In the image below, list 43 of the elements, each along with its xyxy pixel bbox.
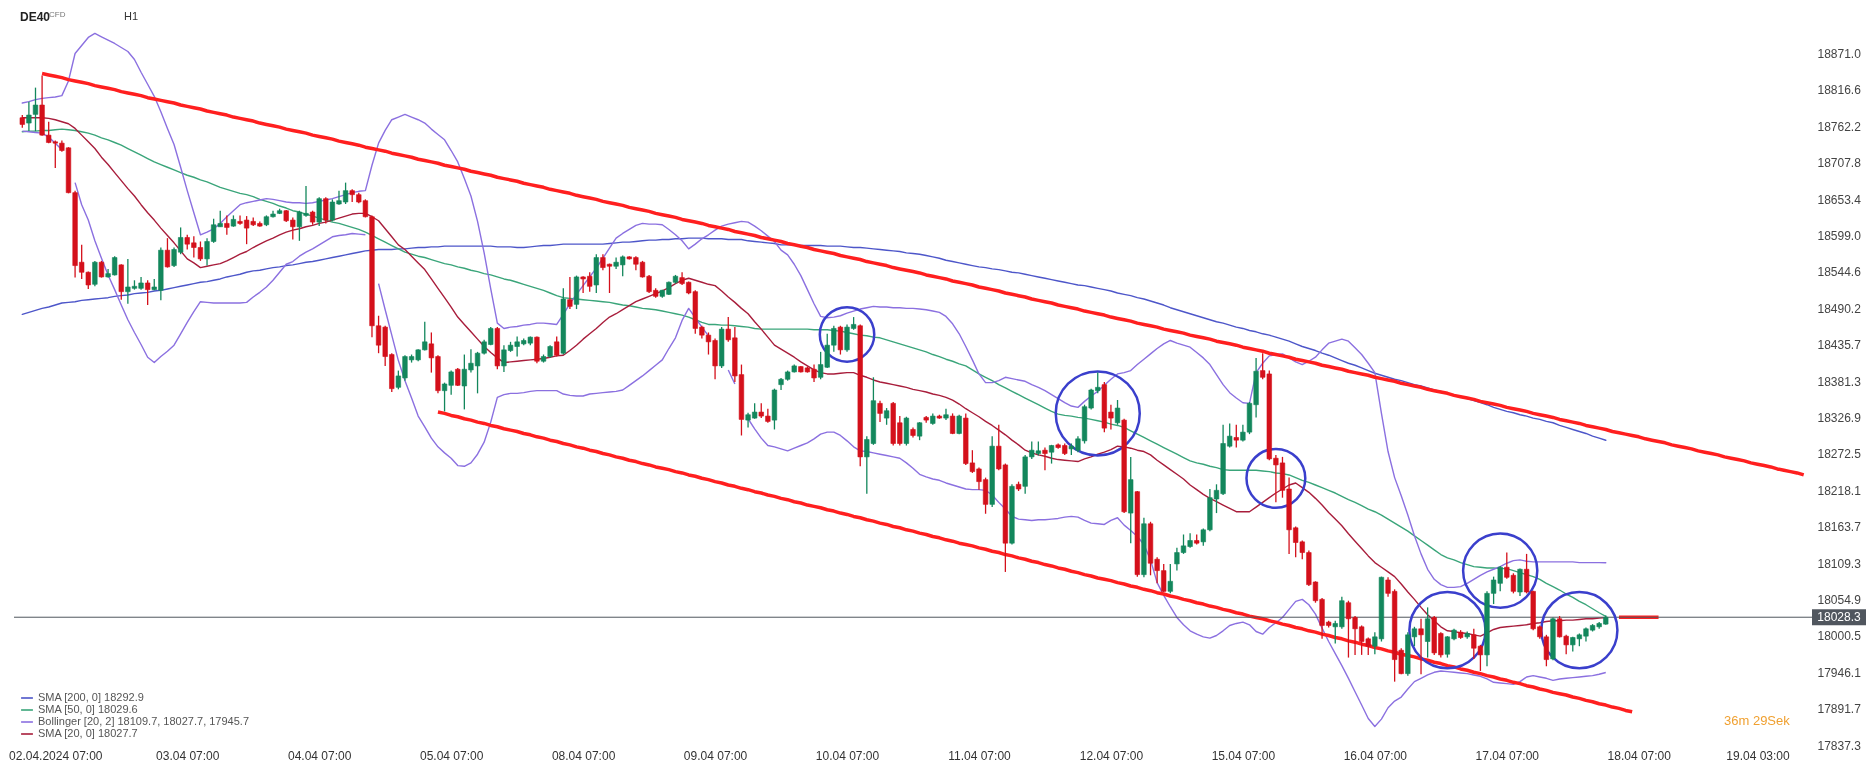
x-tick-label: 11.04 07:00 [948,748,1012,763]
y-tick-label: 17837.3 [1817,738,1862,753]
y-tick-label: 18272.5 [1817,447,1862,462]
y-tick-label: 18163.7 [1817,520,1862,535]
y-tick-label: 18599.0 [1817,228,1862,243]
y-tick-label: 18218.1 [1817,483,1862,498]
y-tick-label: 18326.9 [1817,410,1862,425]
x-tick-label: 10.04 07:00 [815,748,880,763]
ref-line-label: 18028.3 [1817,610,1862,625]
x-tick-label: 02.04.2024 07:00 [9,748,103,763]
legend-label: SMA [20, 0] 18027.7 [38,727,138,739]
text: DE40 [20,10,51,24]
x-tick-label: 03.04 07:00 [156,748,220,763]
x-tick-label: 18.04 07:00 [1607,748,1672,763]
x-tick-label: 09.04 07:00 [683,748,748,763]
y-tick-label: 18544.6 [1817,265,1862,280]
x-tick-label: 17.04 07:00 [1475,748,1540,763]
y-tick-label: 18816.6 [1817,83,1862,98]
y-tick-label: 18109.3 [1817,556,1862,571]
x-tick-label: 19.04 03:00 [1726,748,1791,763]
legend-label: Bollinger [20, 2] 18109.7, 18027.7, 17945.7 [38,715,250,727]
x-tick-label: 04.04 07:00 [288,748,352,763]
legend-label: SMA [50, 0] 18029.6 [38,703,138,715]
legend-label: SMA [200, 0] 18292.9 [38,691,144,703]
y-tick-label: 18381.3 [1817,374,1862,389]
y-tick-label: 18000.5 [1817,629,1862,644]
x-tick-label: 15.04 07:00 [1211,748,1276,763]
annotation: 36m 29Sek [1724,713,1791,728]
y-tick-label: 18435.7 [1817,338,1862,353]
x-tick-label: 05.04 07:00 [419,748,484,763]
y-tick-label: 18871.0 [1817,47,1862,62]
y-tick-label: 18707.8 [1817,156,1862,171]
y-tick-label: 18762.2 [1817,119,1862,134]
y-tick-label: 17946.1 [1817,665,1862,680]
y-tick-label: 18490.2 [1817,301,1862,316]
x-tick-label: 08.04 07:00 [551,748,616,763]
annotation: CFD [49,10,66,19]
y-tick-label: 18653.4 [1817,192,1862,207]
x-tick-label: 16.04 07:00 [1343,748,1408,763]
x-tick-label: 12.04 07:00 [1079,748,1144,763]
y-tick-label: 17891.7 [1817,702,1862,717]
annotation: H1 [124,10,139,22]
y-tick-label: 18054.9 [1817,592,1862,607]
